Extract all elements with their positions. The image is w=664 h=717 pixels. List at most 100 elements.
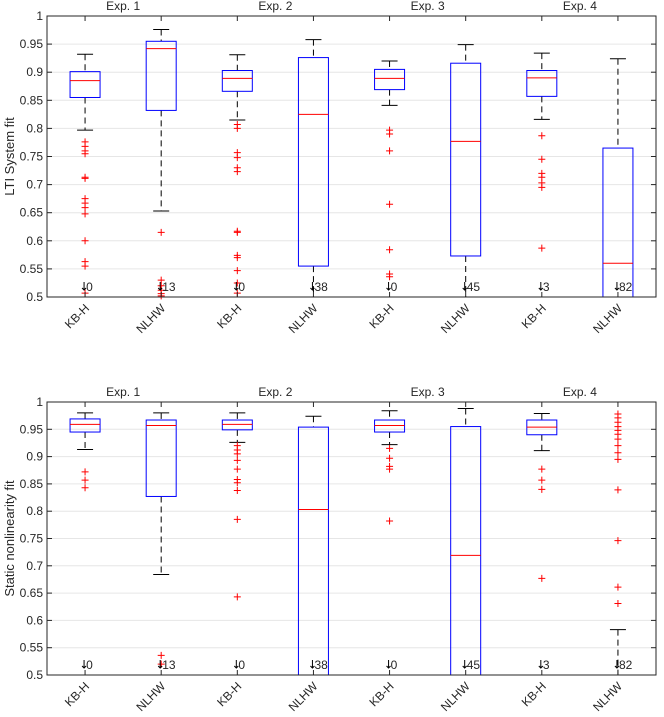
outlier-marker	[386, 465, 394, 473]
y-tick-label: 0.95	[20, 37, 44, 51]
box-6: 45	[450, 44, 482, 297]
outlier-marker	[233, 267, 241, 275]
y-tick-label: 0.7	[26, 178, 43, 192]
x-tick-label: KB-H	[519, 301, 549, 331]
below-count-label: 13	[162, 280, 176, 294]
outlier-marker	[81, 210, 89, 218]
below-count-label: 0	[86, 280, 93, 294]
below-count-label: 38	[314, 658, 328, 672]
below-count-label: 0	[391, 280, 398, 294]
y-axis-label: Static nonlinearity fit	[2, 480, 17, 597]
y-tick-label: 0.5	[26, 290, 43, 304]
down-arrow-icon	[538, 660, 544, 669]
group-label: Exp. 4	[563, 385, 597, 399]
y-tick-label: 0.9	[26, 450, 43, 464]
below-count-label: 82	[619, 280, 633, 294]
x-tick-label: KB-H	[367, 301, 397, 331]
y-tick-label: 0.95	[20, 422, 44, 436]
outlier-marker	[538, 183, 546, 191]
down-arrow-icon	[538, 282, 544, 291]
below-count-label: 38	[314, 280, 328, 294]
down-arrow-icon	[81, 282, 87, 291]
y-tick-label: 0.85	[20, 93, 44, 107]
x-tick-label: KB-H	[62, 679, 92, 709]
outlier-marker	[81, 468, 89, 476]
box-iqr	[221, 419, 253, 431]
outlier-marker	[614, 435, 622, 443]
below-count-label: 0	[238, 280, 245, 294]
box-1: 0	[69, 412, 101, 672]
outlier-marker	[614, 442, 622, 450]
box-2: 13	[145, 412, 177, 672]
down-arrow-icon	[462, 660, 468, 669]
y-tick-label: 0.8	[26, 504, 43, 518]
below-count-label: 45	[467, 658, 481, 672]
box-iqr	[450, 62, 482, 257]
outlier-marker	[81, 150, 89, 158]
outlier-marker	[386, 246, 394, 254]
outlier-marker	[233, 593, 241, 601]
box-5: 0	[374, 410, 406, 672]
box-3: 0	[221, 412, 253, 672]
below-count-label: 0	[238, 658, 245, 672]
box-7: 3	[526, 412, 558, 672]
box-iqr	[374, 68, 406, 91]
x-tick-label: KB-H	[519, 679, 549, 709]
box-iqr	[374, 419, 406, 433]
box-iqr	[145, 40, 177, 111]
y-tick-label: 0.85	[20, 477, 44, 491]
x-tick-label: NLHW	[590, 301, 625, 336]
y-tick-label: 0.7	[26, 559, 43, 573]
down-arrow-icon	[614, 282, 620, 291]
group-label: Exp. 1	[106, 385, 140, 399]
box-iqr	[69, 71, 101, 98]
outlier-marker	[233, 486, 241, 494]
outlier-marker	[81, 174, 89, 182]
outlier-marker	[538, 244, 546, 252]
below-count-label: 13	[162, 658, 176, 672]
outlier-marker	[81, 476, 89, 484]
down-arrow-icon	[386, 282, 391, 291]
group-label: Exp. 1	[106, 0, 140, 13]
x-tick-label: NLHW	[133, 301, 168, 336]
box-3: 0	[221, 54, 253, 297]
outlier-marker	[386, 273, 394, 281]
box-5: 0	[374, 60, 406, 294]
down-arrow-icon	[81, 660, 87, 669]
y-tick-label: 0.75	[20, 150, 44, 164]
outlier-marker	[386, 147, 394, 155]
x-tick-label: KB-H	[62, 301, 92, 331]
outlier-marker	[386, 130, 394, 138]
outlier-marker	[386, 454, 394, 462]
group-label: Exp. 2	[258, 385, 292, 399]
outlier-marker	[81, 237, 89, 245]
below-count-label: 3	[543, 658, 550, 672]
outlier-marker	[233, 254, 241, 262]
outlier-marker	[233, 279, 241, 287]
y-tick-label: 1	[36, 395, 43, 409]
outlier-marker	[538, 485, 546, 493]
box-4: 38	[297, 39, 329, 297]
down-arrow-icon	[233, 282, 239, 291]
outlier-marker	[233, 465, 241, 473]
outlier-marker	[386, 444, 394, 452]
group-label: Exp. 3	[411, 0, 445, 13]
down-arrow-icon	[233, 660, 239, 669]
outlier-marker	[157, 228, 165, 236]
box-iqr	[69, 418, 101, 433]
x-tick-label: NLHW	[133, 679, 168, 714]
axes-box	[46, 15, 657, 298]
box-iqr	[526, 70, 558, 97]
outlier-marker	[538, 132, 546, 140]
outlier-marker	[614, 449, 622, 457]
outlier-marker	[233, 450, 241, 458]
outlier-marker	[233, 124, 241, 132]
group-label: Exp. 3	[411, 385, 445, 399]
y-tick-label: 0.55	[20, 641, 44, 655]
outlier-marker	[81, 484, 89, 492]
y-tick-label: 0.55	[20, 262, 44, 276]
down-arrow-icon	[310, 660, 315, 669]
group-label: Exp. 4	[563, 0, 597, 13]
down-arrow-icon	[462, 282, 468, 291]
outlier-marker	[614, 455, 622, 463]
